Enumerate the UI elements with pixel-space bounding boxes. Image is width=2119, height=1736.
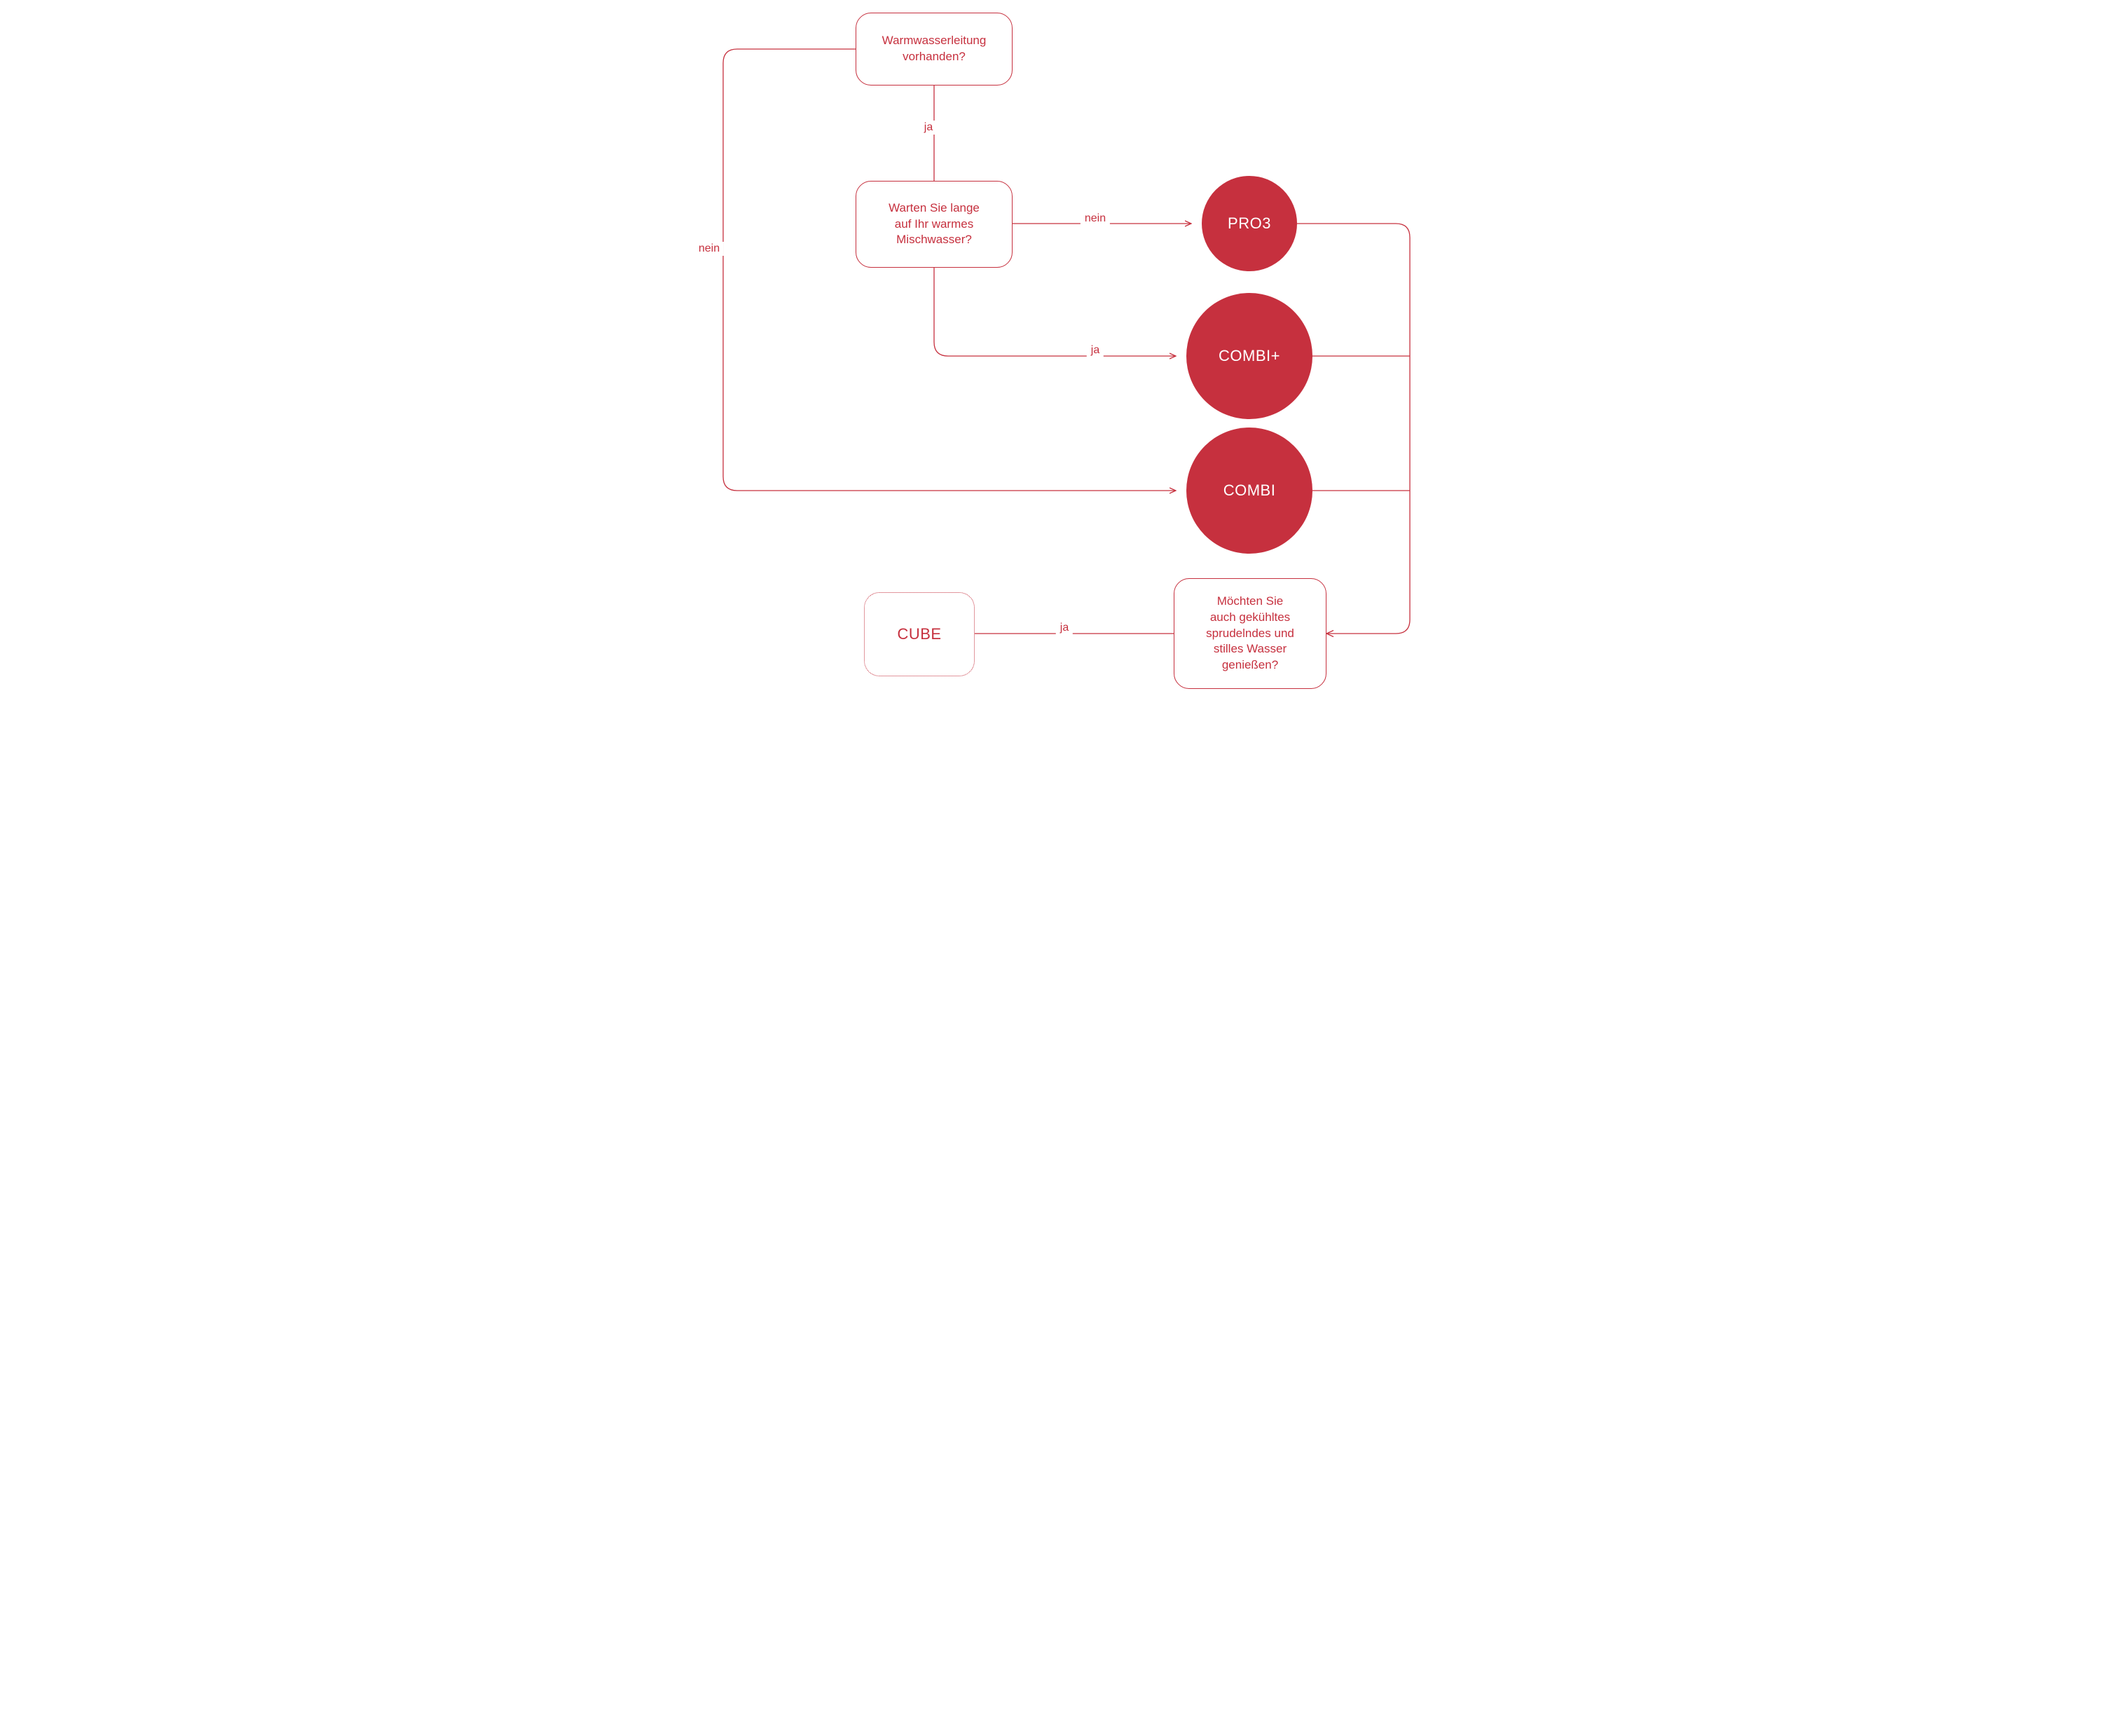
question-q1: Warmwasserleitungvorhanden? [856,13,1013,86]
question-text-q3: Möchten Sieauch gekühltessprudelndes und… [1206,594,1294,674]
cube-label: CUBE [897,625,941,643]
edge-label-q2-ja-combiplus: ja [1087,343,1104,357]
edge-label-q1-ja-q2: ja [920,121,937,135]
result-label-combiplus: COMBI+ [1219,347,1280,365]
question-q2: Warten Sie langeauf Ihr warmesMischwasse… [856,181,1013,268]
edge-q1-nein-combi [723,49,1175,491]
cube-box: CUBE [864,592,975,676]
question-text-q1: Warmwasserleitungvorhanden? [882,33,987,65]
edge-arrow-results-to-q3 [1326,631,1333,637]
edge-results-to-q3 [1297,224,1410,634]
edge-label-q2-nein-pro3: nein [1081,212,1110,226]
question-text-q2: Warten Sie langeauf Ihr warmesMischwasse… [889,200,980,249]
result-pro3: PRO3 [1202,176,1297,271]
edge-label-q3-ja-cube: ja [1056,621,1073,635]
flowchart-canvas: nein ja nein ja ja Warmwasserleitungvorhanden… [636,0,1483,695]
result-label-pro3: PRO3 [1228,214,1271,233]
edges-layer [636,0,1483,695]
edge-q2-ja-combiplus [934,268,1175,356]
result-label-combi: COMBI [1223,481,1276,500]
edge-label-q1-nein-combi: nein [694,242,724,256]
result-combiplus: COMBI+ [1186,293,1312,419]
result-combi: COMBI [1186,428,1312,554]
question-q3: Möchten Sieauch gekühltessprudelndes und… [1174,578,1326,689]
